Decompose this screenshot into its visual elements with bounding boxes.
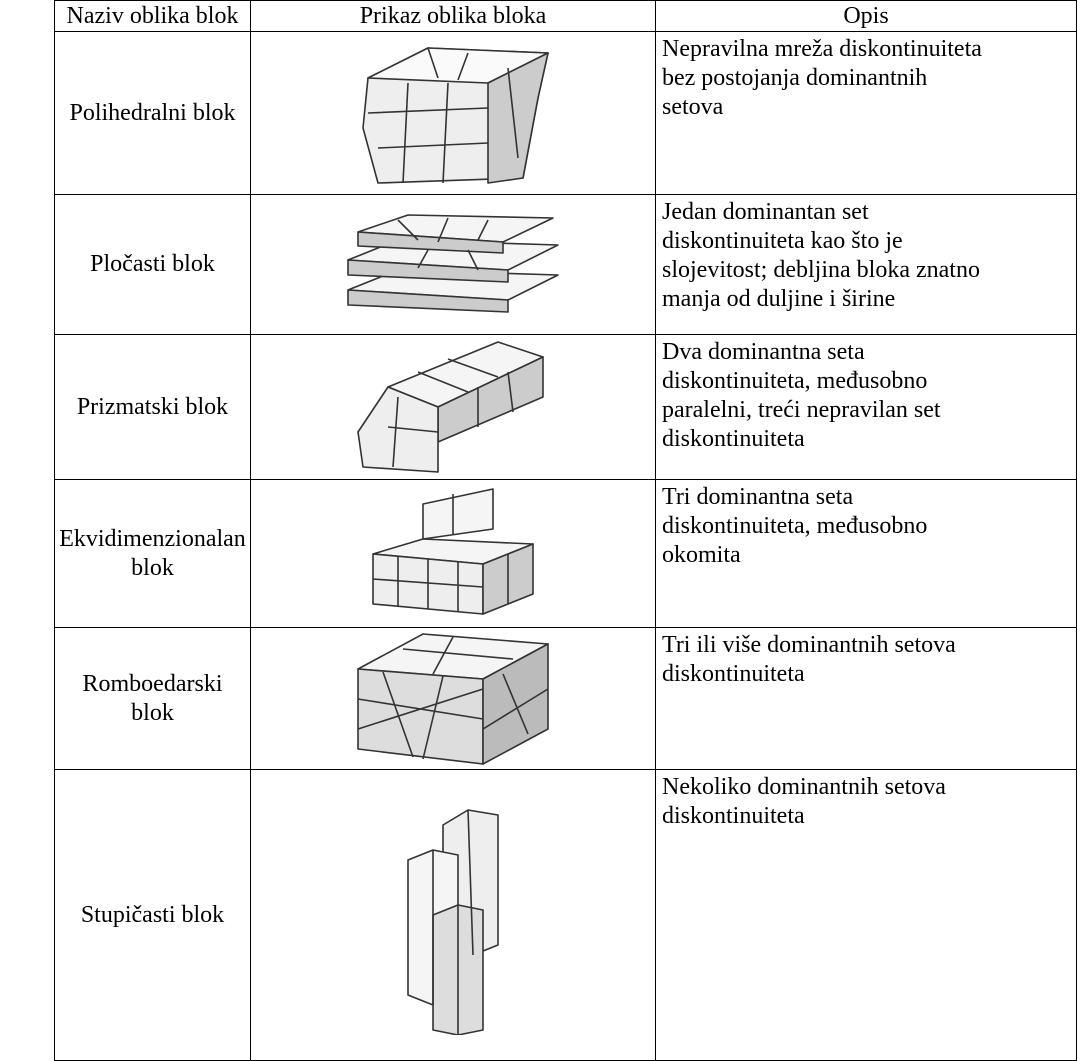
table-row: Polihedralni blok Nepravilna mreža diskon… — [54, 31, 1077, 195]
name-line: blok — [131, 554, 174, 581]
name-cell: Prizmatski blok — [54, 334, 251, 480]
description-line: diskontinuiteta — [662, 661, 805, 687]
name-cell: Stupičasti blok — [54, 769, 251, 1061]
name-cell: Polihedralni blok — [54, 31, 251, 195]
description-line: diskontinuiteta — [662, 803, 805, 829]
illustration-cell — [250, 334, 656, 480]
block-illustration — [357, 341, 544, 473]
description-cell: Nekoliko dominantnih setova diskontinuite… — [655, 769, 1077, 1061]
description-cell: Nepravilna mreža diskontinuiteta bez post… — [655, 31, 1077, 195]
block-illustration — [357, 632, 549, 765]
name-line: Stupičasti blok — [80, 901, 225, 928]
block-illustration — [347, 213, 559, 313]
table-body: Polihedralni blok Nepravilna mreža diskon… — [54, 31, 1077, 1061]
table-row: Pločasti blok Jedan dominantan set diskont… — [54, 194, 1077, 335]
description-line: diskontinuiteta — [662, 426, 805, 452]
header-cell: Naziv oblika blok — [54, 0, 251, 32]
name-cell: Ekvidimenzionalan blok — [54, 479, 251, 628]
block-illustration — [407, 809, 499, 1035]
name-cell: Romboedarski blok — [54, 627, 251, 770]
description-cell: Jedan dominantan set diskontinuiteta kao … — [655, 194, 1077, 335]
description-line: Dva dominantna seta — [662, 339, 865, 365]
illustration-cell — [250, 479, 656, 628]
description-line: diskontinuiteta kao što je — [662, 228, 903, 254]
description-line: Jedan dominantan set — [662, 199, 869, 225]
illustration-cell — [250, 194, 656, 335]
block-table: Naziv oblika blok Prikaz oblika bloka Op… — [54, 0, 1077, 1061]
block-illustration — [362, 47, 549, 184]
table-row: Stupičasti blok Nekoliko dominantnih seto… — [54, 769, 1077, 1061]
description-line: okomita — [662, 542, 741, 568]
description-line: bez postojanja dominantnih — [662, 65, 928, 91]
name-line: Ekvidimenzionalan — [59, 525, 246, 552]
description-line: Tri dominantna seta — [662, 484, 854, 510]
table-row: Prizmatski blok Dva dominantna seta diskon… — [54, 334, 1077, 480]
block-illustration — [372, 487, 534, 615]
name-line: Prizmatski blok — [76, 393, 229, 420]
description-line: slojevitost; debljina bloka znatno — [662, 257, 980, 283]
header-row: Naziv oblika blok Prikaz oblika bloka Op… — [54, 0, 1077, 32]
illustration-cell — [250, 769, 656, 1061]
name-line: blok — [131, 699, 174, 726]
table-row: Ekvidimenzionalan blok Tri dominantna seta… — [54, 479, 1077, 628]
description-line: setova — [662, 94, 724, 120]
description-line: diskontinuiteta, međusobno — [662, 368, 928, 394]
description-line: Nepravilna mreža diskontinuiteta — [662, 36, 982, 62]
name-line: Polihedralni blok — [69, 99, 236, 126]
description-cell: Tri dominantna seta diskontinuiteta, među… — [655, 479, 1077, 628]
description-cell: Dva dominantna seta diskontinuiteta, među… — [655, 334, 1077, 480]
table-row: Romboedarski blok Tri ili više dominantnih… — [54, 627, 1077, 770]
description-line: diskontinuiteta, međusobno — [662, 513, 928, 539]
description-line: paralelni, treći nepravilan set — [662, 397, 941, 423]
header-cell: Opis — [655, 0, 1077, 32]
illustration-cell — [250, 627, 656, 770]
description-cell: Tri ili više dominantnih setova diskontin… — [655, 627, 1077, 770]
name-line: Pločasti blok — [90, 251, 215, 277]
description-line: Tri ili više dominantnih setova — [662, 632, 956, 658]
illustration-cell — [250, 31, 656, 195]
header-cell: Prikaz oblika bloka — [250, 0, 656, 32]
description-line: manja od duljine i širine — [662, 286, 896, 312]
name-cell: Pločasti blok — [54, 194, 251, 335]
name-line: Romboedarski — [82, 670, 223, 697]
description-line: Nekoliko dominantnih setova — [662, 774, 946, 800]
